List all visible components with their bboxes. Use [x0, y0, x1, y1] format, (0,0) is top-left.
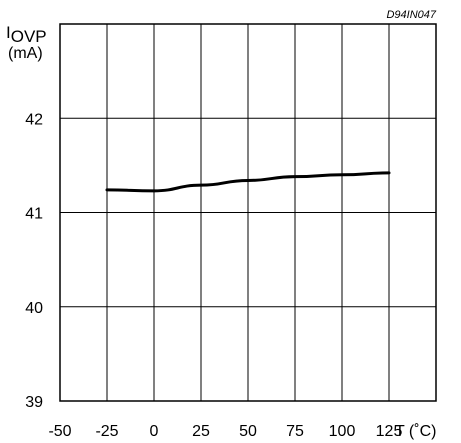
x-tick-label: 50 — [239, 423, 257, 440]
y-tick-label: 42 — [25, 111, 43, 128]
x-tick-label: 125 — [376, 423, 403, 440]
x-tick-label: -50 — [48, 423, 71, 440]
y-tick-label: 39 — [25, 394, 43, 411]
x-tick-label: 25 — [192, 423, 210, 440]
y-axis-title-main: I — [6, 23, 11, 42]
series-line — [105, 171, 391, 193]
y-axis-title: IOVP — [6, 23, 47, 46]
y-axis-unit: (mA) — [8, 45, 43, 62]
figure-code: D94IN047 — [386, 9, 436, 21]
y-tick-label: 41 — [25, 206, 43, 223]
series-layer — [105, 171, 391, 193]
grid — [59, 23, 437, 402]
y-axis-title-sub: OVP — [11, 27, 47, 46]
x-tick-label: 75 — [286, 423, 304, 440]
x-tick-label: 0 — [150, 423, 159, 440]
x-tick-label: -25 — [95, 423, 118, 440]
x-axis-title: T (˚C) — [395, 423, 436, 440]
x-tick-label: 100 — [329, 423, 356, 440]
y-tick-label: 40 — [25, 300, 43, 317]
tick-labels: -50 -25 0 25 50 75 100 125 39 40 41 42 — [25, 111, 402, 440]
